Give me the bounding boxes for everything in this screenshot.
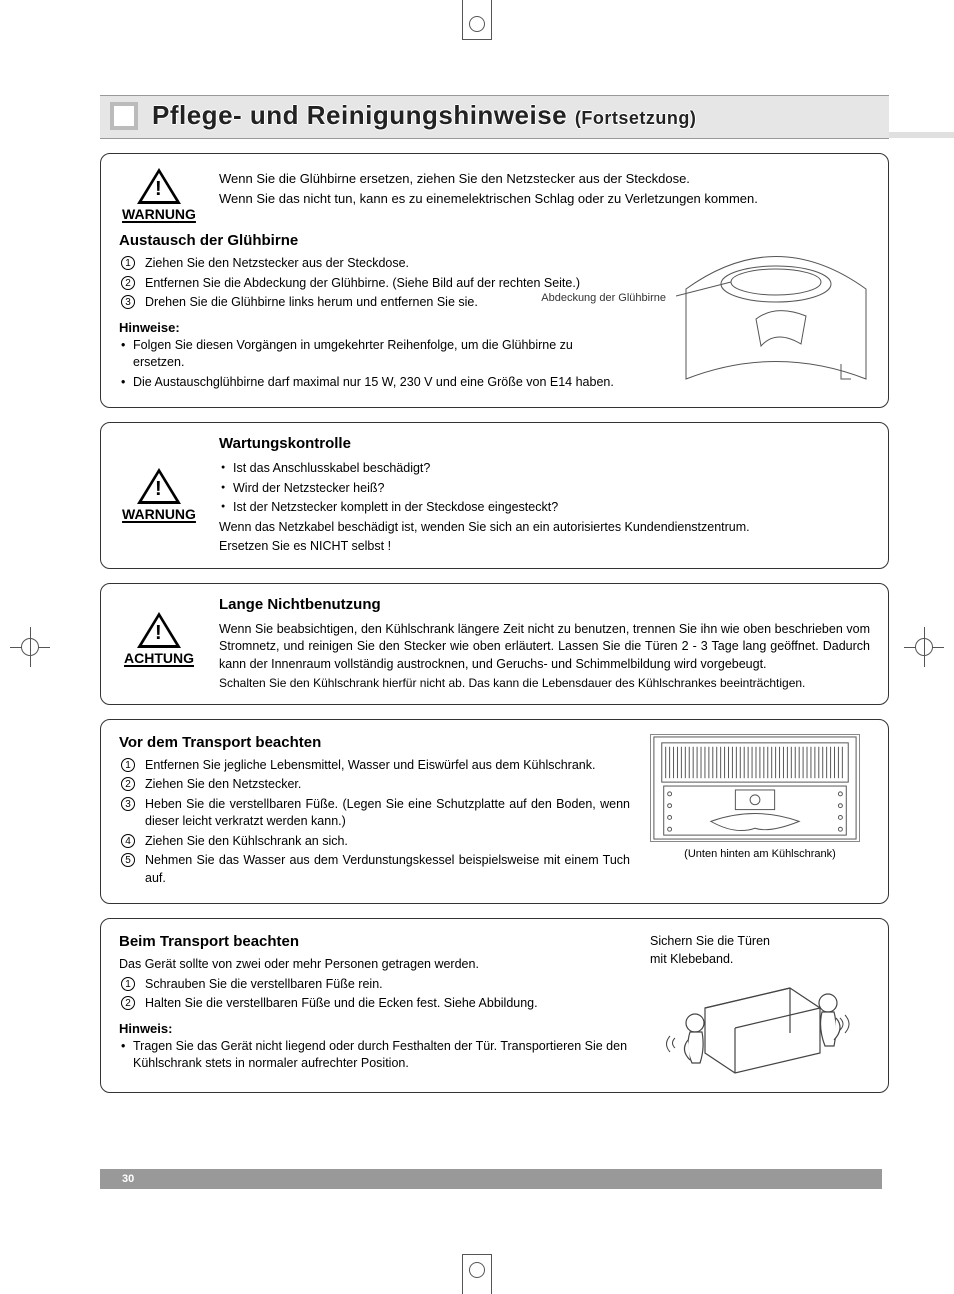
heading-during-transport: Beim Transport beachten <box>119 933 630 950</box>
warning-icon-block: ! WARNUNG <box>119 468 199 522</box>
list-item: 5Nehmen Sie das Wasser aus dem Verdunstu… <box>119 852 630 887</box>
caution-label: ACHTUNG <box>119 650 199 666</box>
warning-text: Wenn Sie die Glühbirne ersetzen, ziehen … <box>219 168 758 210</box>
list-item: Tragen Sie das Gerät nicht liegend oder … <box>119 1038 630 1073</box>
transport-intro: Das Gerät sollte von zwei oder mehr Pers… <box>119 956 630 974</box>
figure-carry-text1: Sichern Sie die Türen <box>650 933 870 951</box>
during-transport-steps: 1Schrauben Sie die verstellbaren Füße re… <box>119 976 630 1013</box>
list-item: 1Schrauben Sie die verstellbaren Füße re… <box>119 976 630 994</box>
warning-label: WARNUNG <box>119 506 199 522</box>
header-tail-stripe <box>889 132 954 138</box>
list-item: Ist der Netzstecker komplett in der Stec… <box>219 499 870 517</box>
header-bar: Pflege- und Reinigungshinweise (Fortsetz… <box>100 95 889 139</box>
warn-line-2: Wenn Sie das nicht tun, kann es zu einem… <box>219 190 758 208</box>
list-item: Ist das Anschlusskabel beschädigt? <box>219 460 870 478</box>
list-item: 2Ziehen Sie den Netzstecker. <box>119 776 630 794</box>
warn-line-1: Wenn Sie die Glühbirne ersetzen, ziehen … <box>219 170 758 188</box>
warning-label: WARNUNG <box>119 206 199 222</box>
maintenance-footer1: Wenn das Netzkabel beschädigt ist, wende… <box>219 519 870 537</box>
figure-back-caption: (Unten hinten am Kühlschrank) <box>650 848 870 860</box>
heading-maintenance: Wartungskontrolle <box>219 433 870 454</box>
warning-triangle-icon: ! <box>137 468 181 504</box>
transport-note: Tragen Sie das Gerät nicht liegend oder … <box>119 1038 630 1073</box>
page-number: 30 <box>100 1169 882 1189</box>
box-during-transport: Beim Transport beachten Das Gerät sollte… <box>100 918 889 1093</box>
caution-triangle-icon: ! <box>137 612 181 648</box>
maintenance-items: Ist das Anschlusskabel beschädigt? Wird … <box>219 460 870 517</box>
list-item: 3Heben Sie die verstellbaren Füße. (Lege… <box>119 796 630 831</box>
heading-nonuse: Lange Nichtbenutzung <box>219 594 870 615</box>
warning-triangle-icon: ! <box>137 168 181 204</box>
box-before-transport: Vor dem Transport beachten 1Entfernen Si… <box>100 719 889 905</box>
list-item: 2Halten Sie die verstellbaren Füße und d… <box>119 995 630 1013</box>
figure-lamp-label: Abdeckung der Glühbirne <box>541 292 666 304</box>
heading-before-transport: Vor dem Transport beachten <box>119 734 630 751</box>
figure-carry: Sichern Sie die Türen mit Klebeband. <box>650 933 870 1078</box>
caution-icon-block: ! ACHTUNG <box>119 594 199 666</box>
page-number-bar: 30 <box>100 1169 882 1189</box>
maintenance-footer2: Ersetzen Sie es NICHT selbst ! <box>219 538 870 556</box>
box-bulb-replacement: ! WARNUNG Wenn Sie die Glühbirne ersetze… <box>100 153 889 408</box>
crop-mark-bottom <box>462 1254 492 1294</box>
before-transport-steps: 1Entfernen Sie jegliche Lebensmittel, Wa… <box>119 757 630 888</box>
list-item: Wird der Netzstecker heiß? <box>219 480 870 498</box>
header-square-icon <box>110 102 138 130</box>
crop-mark-right <box>904 627 944 667</box>
box-nonuse: ! ACHTUNG Lange Nichtbenutzung Wenn Sie … <box>100 583 889 705</box>
title-main: Pflege- und Reinigungshinweise <box>152 100 567 130</box>
page-title: Pflege- und Reinigungshinweise (Fortsetz… <box>152 100 696 131</box>
list-item: 1Entfernen Sie jegliche Lebensmittel, Wa… <box>119 757 630 775</box>
list-item: Folgen Sie diesen Vorgängen in umgekehrt… <box>119 337 599 372</box>
page-content: Pflege- und Reinigungshinweise (Fortsetz… <box>100 95 889 1107</box>
crop-mark-left <box>10 627 50 667</box>
box-maintenance: ! WARNUNG Wartungskontrolle Ist das Ansc… <box>100 422 889 569</box>
list-item: 4Ziehen Sie den Kühlschrank an sich. <box>119 833 630 851</box>
hinweis-heading: Hinweis: <box>119 1021 630 1036</box>
title-sub: (Fortsetzung) <box>575 108 696 128</box>
nonuse-para2: Schalten Sie den Kühlschrank hierfür nic… <box>219 675 870 692</box>
nonuse-para1: Wenn Sie beabsichtigen, den Kühlschrank … <box>219 621 870 674</box>
carry-illustration <box>650 968 850 1078</box>
warning-icon-block: ! WARNUNG <box>119 168 199 222</box>
figure-back-panel: (Unten hinten am Kühlschrank) <box>650 734 870 890</box>
figure-carry-text2: mit Klebeband. <box>650 951 870 969</box>
crop-mark-top <box>462 0 492 40</box>
figure-lamp <box>676 234 876 384</box>
